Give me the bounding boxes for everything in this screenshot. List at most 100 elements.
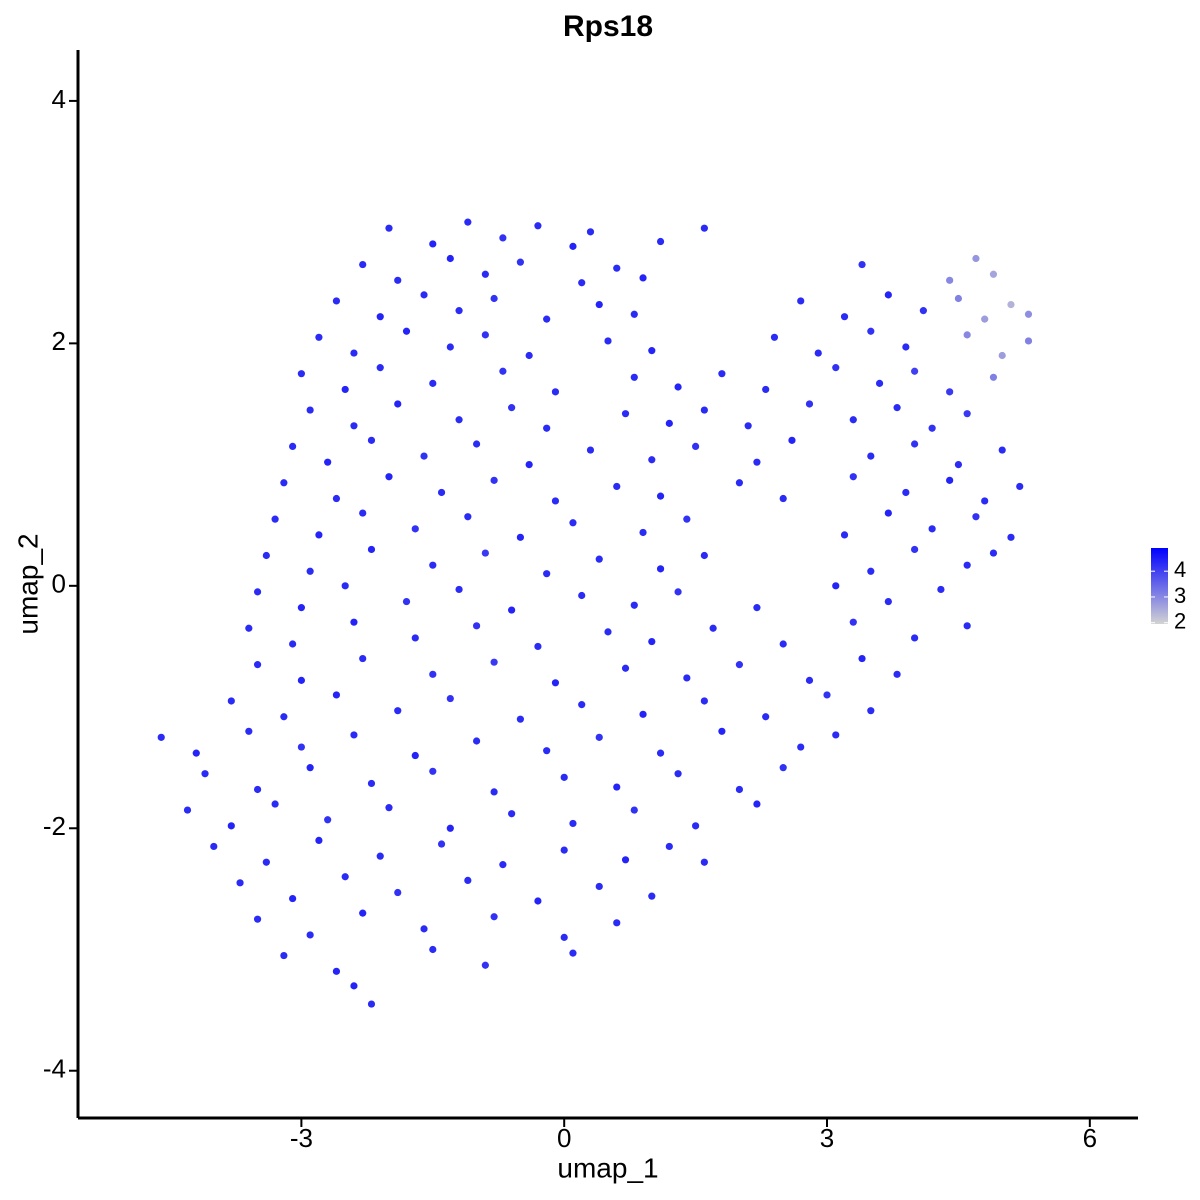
point: [280, 479, 288, 487]
point: [665, 419, 673, 427]
point: [735, 479, 744, 487]
point: [788, 436, 796, 444]
point: [525, 351, 533, 360]
point: [192, 749, 200, 757]
point: [595, 300, 603, 309]
point: [884, 597, 892, 606]
point: [551, 679, 560, 687]
colorbar-label: 2: [1174, 609, 1186, 634]
point: [578, 591, 586, 600]
point: [569, 819, 577, 828]
point: [394, 276, 402, 284]
point: [630, 601, 638, 609]
point: [639, 528, 647, 537]
point: [534, 897, 542, 905]
point: [332, 494, 341, 503]
point: [928, 424, 936, 432]
point: [183, 806, 192, 814]
point: [989, 373, 998, 381]
point: [998, 446, 1006, 454]
point: [437, 488, 446, 497]
point: [420, 291, 428, 299]
point: [543, 747, 551, 755]
point: [621, 410, 630, 418]
point: [341, 873, 349, 881]
point: [376, 364, 384, 372]
x-tick-label: 3: [820, 1123, 834, 1153]
colorbar: [1151, 548, 1168, 624]
point: [797, 297, 805, 305]
point: [753, 604, 761, 612]
point: [613, 264, 621, 272]
point: [946, 476, 954, 484]
point: [753, 458, 761, 466]
point: [297, 743, 305, 751]
point: [429, 240, 437, 248]
point: [385, 473, 393, 481]
point: [832, 364, 840, 372]
point: [376, 313, 384, 321]
point: [297, 676, 305, 684]
point: [543, 570, 551, 578]
point: [429, 670, 437, 678]
point: [718, 370, 726, 378]
point: [674, 770, 682, 778]
point: [700, 224, 708, 232]
point: [586, 446, 595, 454]
point: [289, 640, 297, 648]
point: [253, 915, 262, 923]
point: [367, 436, 376, 444]
point: [481, 549, 489, 557]
point: [499, 234, 507, 242]
point: [455, 307, 463, 315]
point: [779, 764, 787, 772]
point: [490, 476, 498, 484]
point: [367, 545, 376, 554]
point: [525, 460, 533, 469]
point: [306, 567, 314, 575]
point: [446, 824, 454, 832]
point: [779, 640, 787, 648]
point: [700, 406, 708, 414]
point: [508, 404, 516, 412]
point: [560, 933, 568, 941]
point: [464, 876, 472, 884]
point: [420, 925, 428, 933]
point: [411, 525, 419, 533]
point: [543, 424, 551, 432]
point: [911, 367, 919, 375]
point: [341, 385, 349, 394]
point: [516, 533, 524, 541]
colorbar-label: 3: [1174, 583, 1186, 608]
point: [656, 749, 665, 757]
point: [472, 622, 481, 630]
point: [981, 315, 989, 323]
point: [271, 800, 279, 808]
point: [499, 367, 507, 375]
point: [551, 388, 560, 396]
point: [315, 333, 323, 341]
point: [832, 731, 840, 739]
point: [227, 697, 235, 705]
point: [253, 588, 262, 596]
y-tick-label: -2: [43, 811, 66, 841]
point: [867, 567, 875, 575]
point: [324, 816, 332, 824]
point: [306, 931, 314, 939]
point: [350, 982, 358, 990]
point: [656, 237, 665, 246]
point: [674, 383, 682, 391]
point: [332, 297, 341, 305]
point: [946, 388, 954, 396]
point: [490, 913, 498, 921]
colorbar-label: 4: [1174, 557, 1186, 582]
point: [236, 879, 244, 887]
point: [735, 785, 744, 794]
y-axis-label: umap_2: [12, 533, 43, 634]
y-tick-label: -4: [43, 1054, 66, 1084]
point: [376, 852, 384, 860]
point: [805, 400, 814, 408]
point: [797, 743, 805, 751]
point: [674, 588, 682, 596]
